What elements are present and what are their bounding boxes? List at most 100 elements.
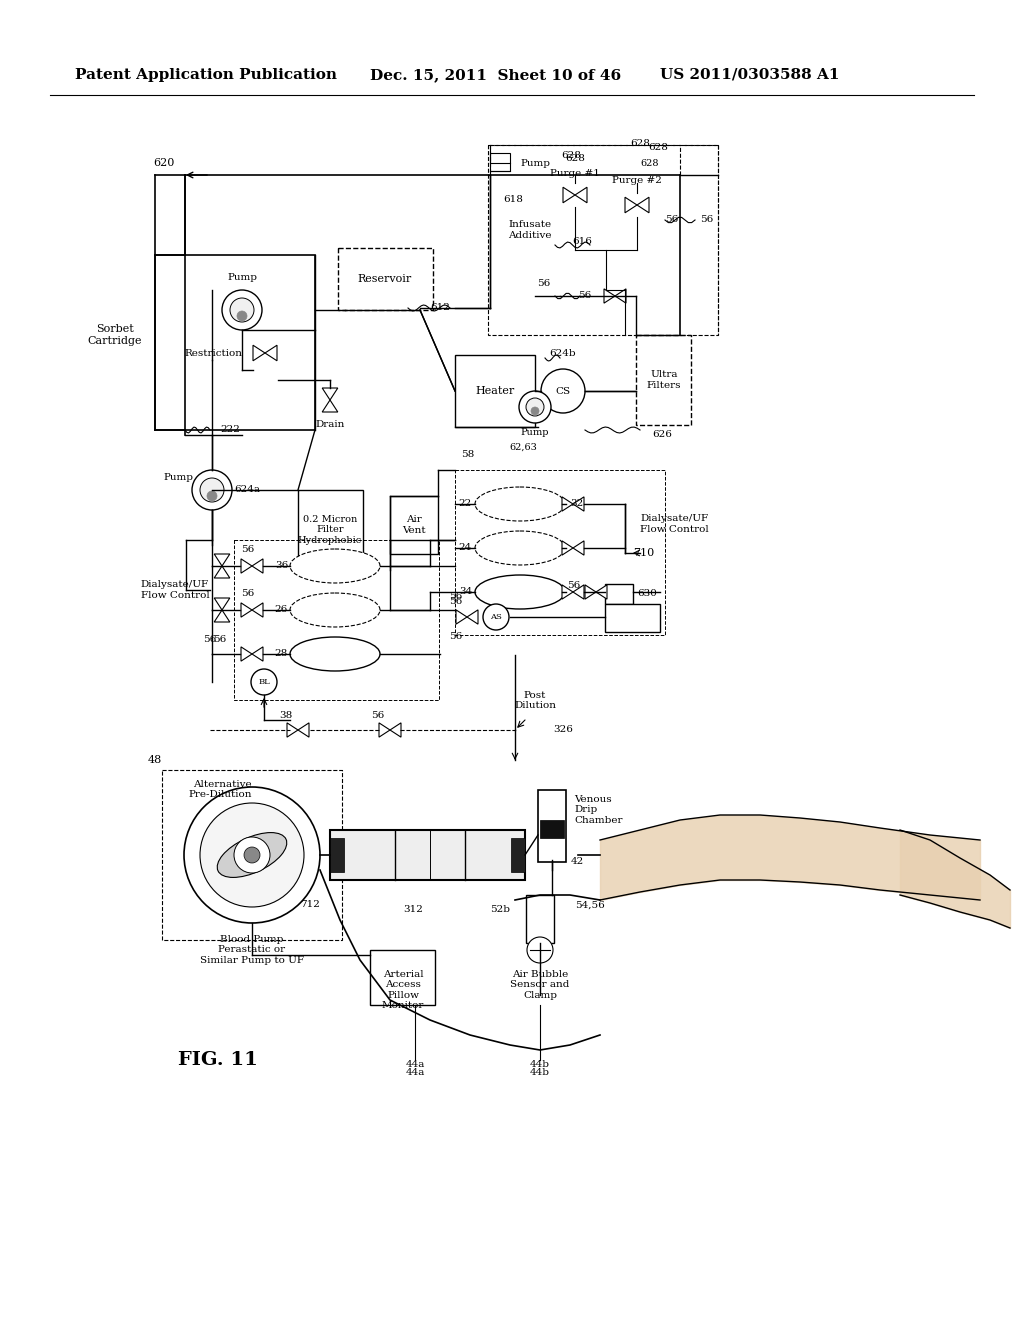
Text: Pump: Pump bbox=[520, 158, 550, 168]
Polygon shape bbox=[562, 541, 573, 556]
Ellipse shape bbox=[290, 638, 380, 671]
Polygon shape bbox=[562, 585, 573, 599]
Text: 56: 56 bbox=[537, 280, 550, 289]
Text: Patent Application Publication: Patent Application Publication bbox=[75, 69, 337, 82]
Ellipse shape bbox=[475, 531, 565, 565]
Text: 312: 312 bbox=[403, 906, 423, 913]
Ellipse shape bbox=[290, 593, 380, 627]
Polygon shape bbox=[252, 558, 263, 573]
Text: FIG. 11: FIG. 11 bbox=[178, 1051, 258, 1069]
Polygon shape bbox=[214, 598, 229, 610]
Polygon shape bbox=[241, 558, 252, 573]
Circle shape bbox=[234, 837, 270, 873]
Polygon shape bbox=[467, 610, 478, 624]
Text: 24: 24 bbox=[459, 544, 472, 553]
Text: 44a: 44a bbox=[406, 1060, 425, 1069]
Ellipse shape bbox=[475, 576, 565, 609]
Text: 32: 32 bbox=[570, 499, 584, 508]
Polygon shape bbox=[265, 346, 278, 360]
Polygon shape bbox=[214, 566, 229, 578]
Text: Drain: Drain bbox=[315, 420, 345, 429]
Bar bbox=[370, 950, 435, 1005]
Text: 26: 26 bbox=[274, 606, 288, 615]
Text: 628: 628 bbox=[561, 150, 581, 160]
Bar bbox=[488, 145, 718, 335]
Text: 0.2 Micron
Filter
Hydrophobic: 0.2 Micron Filter Hydrophobic bbox=[298, 515, 362, 545]
Polygon shape bbox=[456, 610, 467, 624]
Circle shape bbox=[541, 370, 585, 413]
Polygon shape bbox=[323, 388, 338, 400]
Text: 56: 56 bbox=[204, 635, 217, 644]
Circle shape bbox=[244, 847, 260, 863]
Text: 628: 628 bbox=[648, 144, 668, 153]
Text: 56: 56 bbox=[665, 215, 678, 224]
Text: Dialysate/UF
Flow Control: Dialysate/UF Flow Control bbox=[140, 581, 209, 599]
Ellipse shape bbox=[475, 487, 565, 521]
Text: 48: 48 bbox=[147, 755, 162, 766]
Text: 710: 710 bbox=[633, 548, 654, 558]
Text: 44b: 44b bbox=[530, 1068, 550, 1077]
Polygon shape bbox=[563, 187, 575, 203]
Text: 42: 42 bbox=[571, 858, 585, 866]
Polygon shape bbox=[625, 197, 637, 213]
Polygon shape bbox=[241, 603, 252, 618]
Text: 28: 28 bbox=[274, 649, 288, 659]
Text: Dec. 15, 2011  Sheet 10 of 46: Dec. 15, 2011 Sheet 10 of 46 bbox=[370, 69, 622, 82]
Polygon shape bbox=[379, 723, 390, 737]
Polygon shape bbox=[573, 585, 584, 599]
Text: Post
Dilution: Post Dilution bbox=[514, 690, 556, 710]
Text: Air
Vent: Air Vent bbox=[402, 515, 426, 535]
Polygon shape bbox=[575, 187, 587, 203]
Bar bbox=[330, 830, 525, 880]
Circle shape bbox=[200, 803, 304, 907]
Bar bbox=[526, 895, 554, 942]
Text: Alternative
Pre-Dilution: Alternative Pre-Dilution bbox=[188, 780, 252, 800]
Text: 44b: 44b bbox=[530, 1060, 550, 1069]
Polygon shape bbox=[585, 585, 596, 599]
Bar bbox=[490, 153, 510, 172]
Text: 624a: 624a bbox=[234, 486, 260, 495]
Text: Pump: Pump bbox=[227, 273, 257, 282]
Text: 628: 628 bbox=[630, 139, 650, 148]
Bar bbox=[390, 496, 438, 554]
Text: Reservoir: Reservoir bbox=[357, 275, 412, 284]
Text: 36: 36 bbox=[274, 561, 288, 570]
Bar bbox=[511, 838, 525, 873]
Circle shape bbox=[483, 605, 509, 630]
Text: 56: 56 bbox=[578, 292, 591, 301]
Text: 56: 56 bbox=[242, 589, 255, 598]
Bar bbox=[455, 355, 535, 426]
Polygon shape bbox=[596, 585, 607, 599]
Circle shape bbox=[222, 290, 262, 330]
Text: CS: CS bbox=[555, 387, 570, 396]
Text: 628: 628 bbox=[565, 154, 585, 162]
Text: 326: 326 bbox=[553, 726, 572, 734]
Text: 56: 56 bbox=[242, 545, 255, 554]
Bar bbox=[605, 583, 633, 605]
Text: 56: 56 bbox=[700, 215, 714, 224]
Text: 62,63: 62,63 bbox=[509, 444, 537, 451]
Text: Air Bubble
Sensor and
Clamp: Air Bubble Sensor and Clamp bbox=[510, 970, 569, 999]
Polygon shape bbox=[323, 400, 338, 412]
Text: 44a: 44a bbox=[406, 1068, 425, 1077]
Bar bbox=[538, 789, 566, 862]
Text: Heater: Heater bbox=[475, 385, 515, 396]
Bar bbox=[155, 255, 315, 430]
Ellipse shape bbox=[290, 549, 380, 583]
Text: 618: 618 bbox=[503, 195, 523, 205]
Text: BL: BL bbox=[258, 678, 270, 686]
Polygon shape bbox=[252, 647, 263, 661]
Text: Infusate
Additive: Infusate Additive bbox=[508, 220, 552, 240]
Polygon shape bbox=[573, 496, 584, 511]
Text: 222: 222 bbox=[220, 425, 240, 434]
Circle shape bbox=[251, 669, 278, 696]
Text: Pump: Pump bbox=[521, 428, 549, 437]
Polygon shape bbox=[214, 610, 229, 622]
Text: 56: 56 bbox=[566, 581, 580, 590]
Text: AS: AS bbox=[490, 612, 502, 620]
Text: 56: 56 bbox=[449, 597, 462, 606]
Bar bbox=[162, 770, 342, 940]
Text: 52b: 52b bbox=[490, 906, 510, 913]
Polygon shape bbox=[615, 289, 626, 304]
Circle shape bbox=[526, 399, 544, 416]
